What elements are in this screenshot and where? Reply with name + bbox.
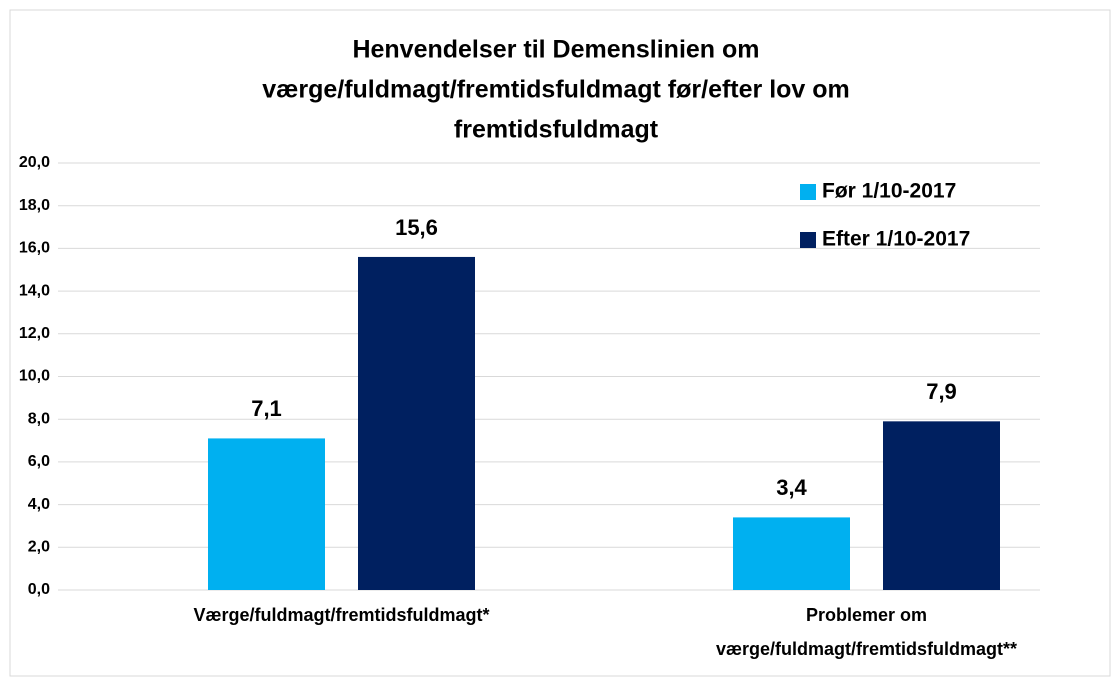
y-tick-label: 14,0 [19,282,50,299]
data-label: 3,4 [776,475,807,500]
x-tick-label: Værge/fuldmagt/fremtidsfuldmagt* [193,605,489,625]
y-tick-label: 10,0 [19,368,50,385]
chart-title: værge/fuldmagt/fremtidsfuldmagt før/efte… [262,76,850,104]
bar [208,438,325,590]
y-tick-label: 12,0 [19,325,50,342]
legend-label: Før 1/10-2017 [822,180,956,203]
y-tick-label: 8,0 [28,410,50,427]
y-tick-label: 0,0 [28,581,50,598]
x-tick-label: Problemer om værge/fuldmagt/fremtidsfuldm… [716,605,1017,659]
legend-swatch [800,232,816,248]
legend-swatch [800,184,816,200]
bar [358,256,475,590]
bar [883,421,1000,590]
data-label: 7,9 [926,379,957,404]
y-tick-label: 6,0 [28,453,50,470]
data-label: 15,6 [395,215,438,240]
y-tick-label: 2,0 [28,539,50,556]
data-label: 7,1 [251,396,282,421]
bar [733,517,850,590]
chart-title: fremtidsfuldmagt [454,116,659,144]
y-tick-label: 16,0 [19,240,50,257]
y-tick-label: 20,0 [19,154,50,171]
chart-title: Henvendelser til Demenslinien om [352,36,759,64]
y-tick-label: 18,0 [19,197,50,214]
legend-label: Efter 1/10-2017 [822,228,970,251]
y-tick-label: 4,0 [28,496,50,513]
